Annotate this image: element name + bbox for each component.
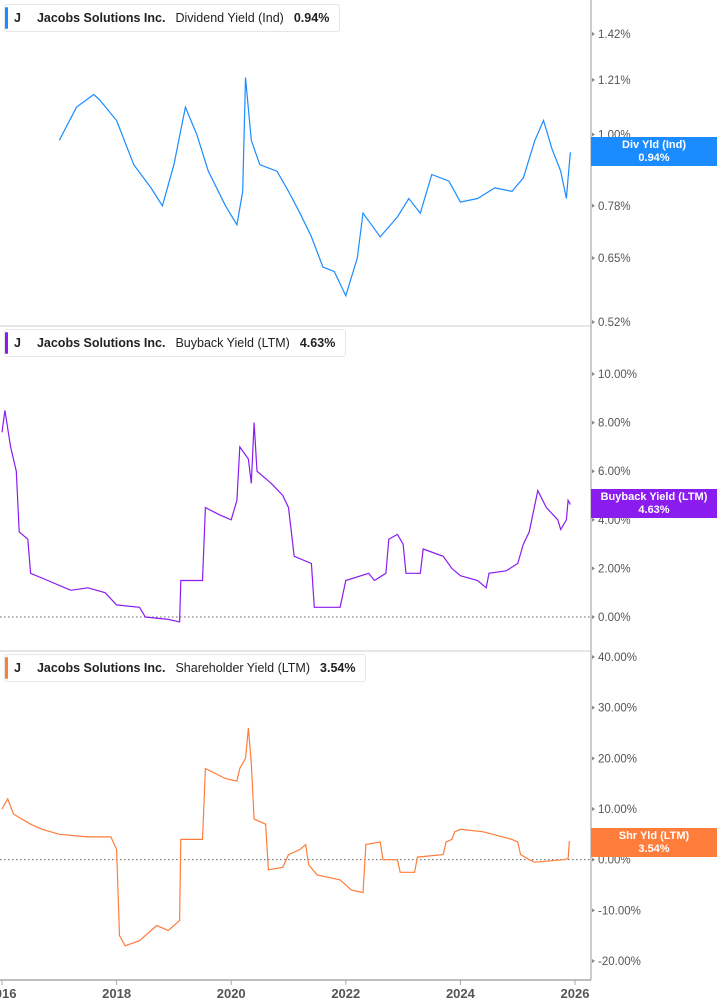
- y-tick-mark: [592, 203, 595, 208]
- y-tick-mark: [592, 655, 595, 659]
- y-tick-mark: [592, 959, 595, 963]
- series-line-2: [1, 727, 571, 947]
- legend-value: 0.94%: [293, 11, 330, 25]
- series-color-bar: [5, 657, 8, 679]
- y-tick-mark: [592, 132, 595, 137]
- y-tick-label: 0.65%: [598, 253, 631, 265]
- legend-metric: Buyback Yield (LTM): [175, 336, 290, 350]
- y-tick-label: 30.00%: [598, 703, 637, 715]
- y-tick-mark: [592, 566, 595, 571]
- y-tick-label: 2.00%: [598, 563, 631, 575]
- legend-ticker: J: [14, 11, 21, 25]
- y-tick-label: 20.00%: [598, 753, 637, 765]
- x-tick-label: 2020: [217, 986, 246, 1001]
- y-tick-label: -10.00%: [598, 905, 641, 917]
- legend-dividend-yield[interactable]: J Jacobs Solutions Inc. Dividend Yield (…: [4, 4, 341, 32]
- tag-label: Shr Yld (LTM): [618, 830, 690, 842]
- y-tick-label: 8.00%: [598, 418, 631, 430]
- x-tick-label: 2016: [0, 986, 16, 1001]
- y-tick-label: 1.21%: [598, 75, 631, 87]
- y-tick-label: 0.00%: [598, 855, 631, 867]
- tag-value: 3.54%: [638, 843, 670, 855]
- x-tick-label: 2024: [446, 986, 476, 1001]
- y-tick-mark: [592, 908, 595, 913]
- series-line-0: [58, 77, 571, 298]
- y-tick-mark: [592, 32, 595, 36]
- legend-company: Jacobs Solutions Inc.: [36, 661, 166, 675]
- tag-value: 0.94%: [638, 152, 670, 164]
- y-tick-label: -20.00%: [598, 956, 641, 968]
- last-value-tag-buyback: Buyback Yield (LTM) 4.63%: [591, 489, 717, 518]
- x-tick-label: 2022: [331, 986, 360, 1001]
- y-tick-label: 10.00%: [598, 369, 637, 381]
- legend-company: Jacobs Solutions Inc.: [36, 336, 166, 350]
- tag-label: Div Yld (Ind): [622, 139, 686, 151]
- y-tick-mark: [592, 705, 595, 710]
- y-tick-mark: [592, 469, 595, 474]
- x-tick-label: 2026: [561, 986, 590, 1001]
- y-tick-label: 0.52%: [598, 317, 631, 329]
- y-tick-mark: [592, 320, 595, 324]
- y-tick-mark: [592, 256, 595, 261]
- x-tick-label: 2018: [102, 986, 131, 1001]
- y-tick-mark: [592, 517, 595, 522]
- y-tick-mark: [592, 420, 595, 425]
- tag-value: 4.63%: [638, 504, 670, 516]
- y-tick-mark: [592, 77, 595, 82]
- legend-metric: Shareholder Yield (LTM): [175, 661, 311, 675]
- legend-metric: Dividend Yield (Ind): [175, 11, 284, 25]
- last-value-tag-shareholder: Shr Yld (LTM) 3.54%: [591, 828, 717, 857]
- legend-ticker: J: [14, 661, 21, 675]
- y-tick-mark: [592, 857, 595, 862]
- legend-value: 3.54%: [320, 661, 356, 675]
- series-line-1: [1, 410, 571, 623]
- y-tick-mark: [592, 372, 595, 376]
- y-tick-label: 1.42%: [598, 29, 631, 41]
- legend-buyback-yield[interactable]: J Jacobs Solutions Inc. Buyback Yield (L…: [4, 329, 347, 357]
- y-tick-label: 0.00%: [598, 612, 631, 624]
- y-tick-label: 6.00%: [598, 466, 631, 478]
- y-tick-label: 10.00%: [598, 804, 637, 816]
- legend-company: Jacobs Solutions Inc.: [36, 11, 166, 25]
- y-tick-mark: [592, 807, 595, 811]
- series-color-bar: [5, 332, 8, 354]
- legend-ticker: J: [14, 336, 21, 350]
- y-tick-mark: [592, 756, 595, 761]
- y-tick-label: 0.78%: [598, 201, 631, 213]
- legend-value: 4.63%: [299, 336, 336, 350]
- legend-shareholder-yield[interactable]: J Jacobs Solutions Inc. Shareholder Yiel…: [4, 654, 367, 682]
- y-tick-label: 40.00%: [598, 652, 637, 664]
- tag-label: Buyback Yield (LTM): [600, 491, 708, 503]
- series-color-bar: [5, 7, 8, 29]
- last-value-tag-dividend: Div Yld (Ind) 0.94%: [591, 137, 717, 166]
- y-tick-mark: [592, 615, 595, 619]
